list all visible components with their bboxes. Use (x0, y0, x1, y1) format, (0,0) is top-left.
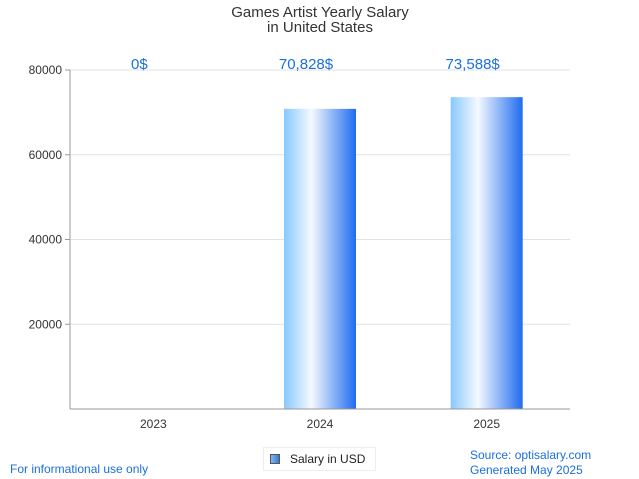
generated-date: Generated May 2025 (470, 463, 583, 477)
legend-label: Salary in USD (290, 452, 366, 466)
legend-swatch (270, 454, 280, 464)
disclaimer-text: For informational use only (10, 462, 149, 476)
value-labels: 0$ 70,828$ 73,588$ (131, 56, 500, 73)
bars (284, 97, 523, 410)
value-label: 70,828$ (279, 56, 334, 73)
x-tick-labels: 2023 2024 2025 (140, 417, 500, 431)
source-block: Source: optisalary.com Generated May 202… (470, 448, 591, 478)
y-tick-label: 60000 (29, 148, 63, 162)
x-tick-label: 2025 (473, 417, 500, 431)
value-label: 73,588$ (446, 56, 501, 73)
bar-2025 (450, 97, 523, 410)
chart-title-line-1: Games Artist Yearly Salary (231, 4, 409, 21)
chart-title-line-2: in United States (267, 19, 373, 36)
x-tick-label: 2024 (307, 417, 334, 431)
source-text: Source: optisalary.com (470, 448, 592, 462)
y-tick-label: 20000 (29, 317, 63, 331)
bar-2024 (284, 108, 356, 410)
value-label: 0$ (131, 56, 148, 73)
y-tick-label: 40000 (29, 233, 63, 247)
legend: Salary in USD (263, 447, 377, 471)
y-tick-labels: 20000 40000 60000 80000 (29, 63, 70, 331)
y-tick-label: 80000 (29, 63, 63, 77)
x-tick-label: 2023 (140, 417, 167, 431)
